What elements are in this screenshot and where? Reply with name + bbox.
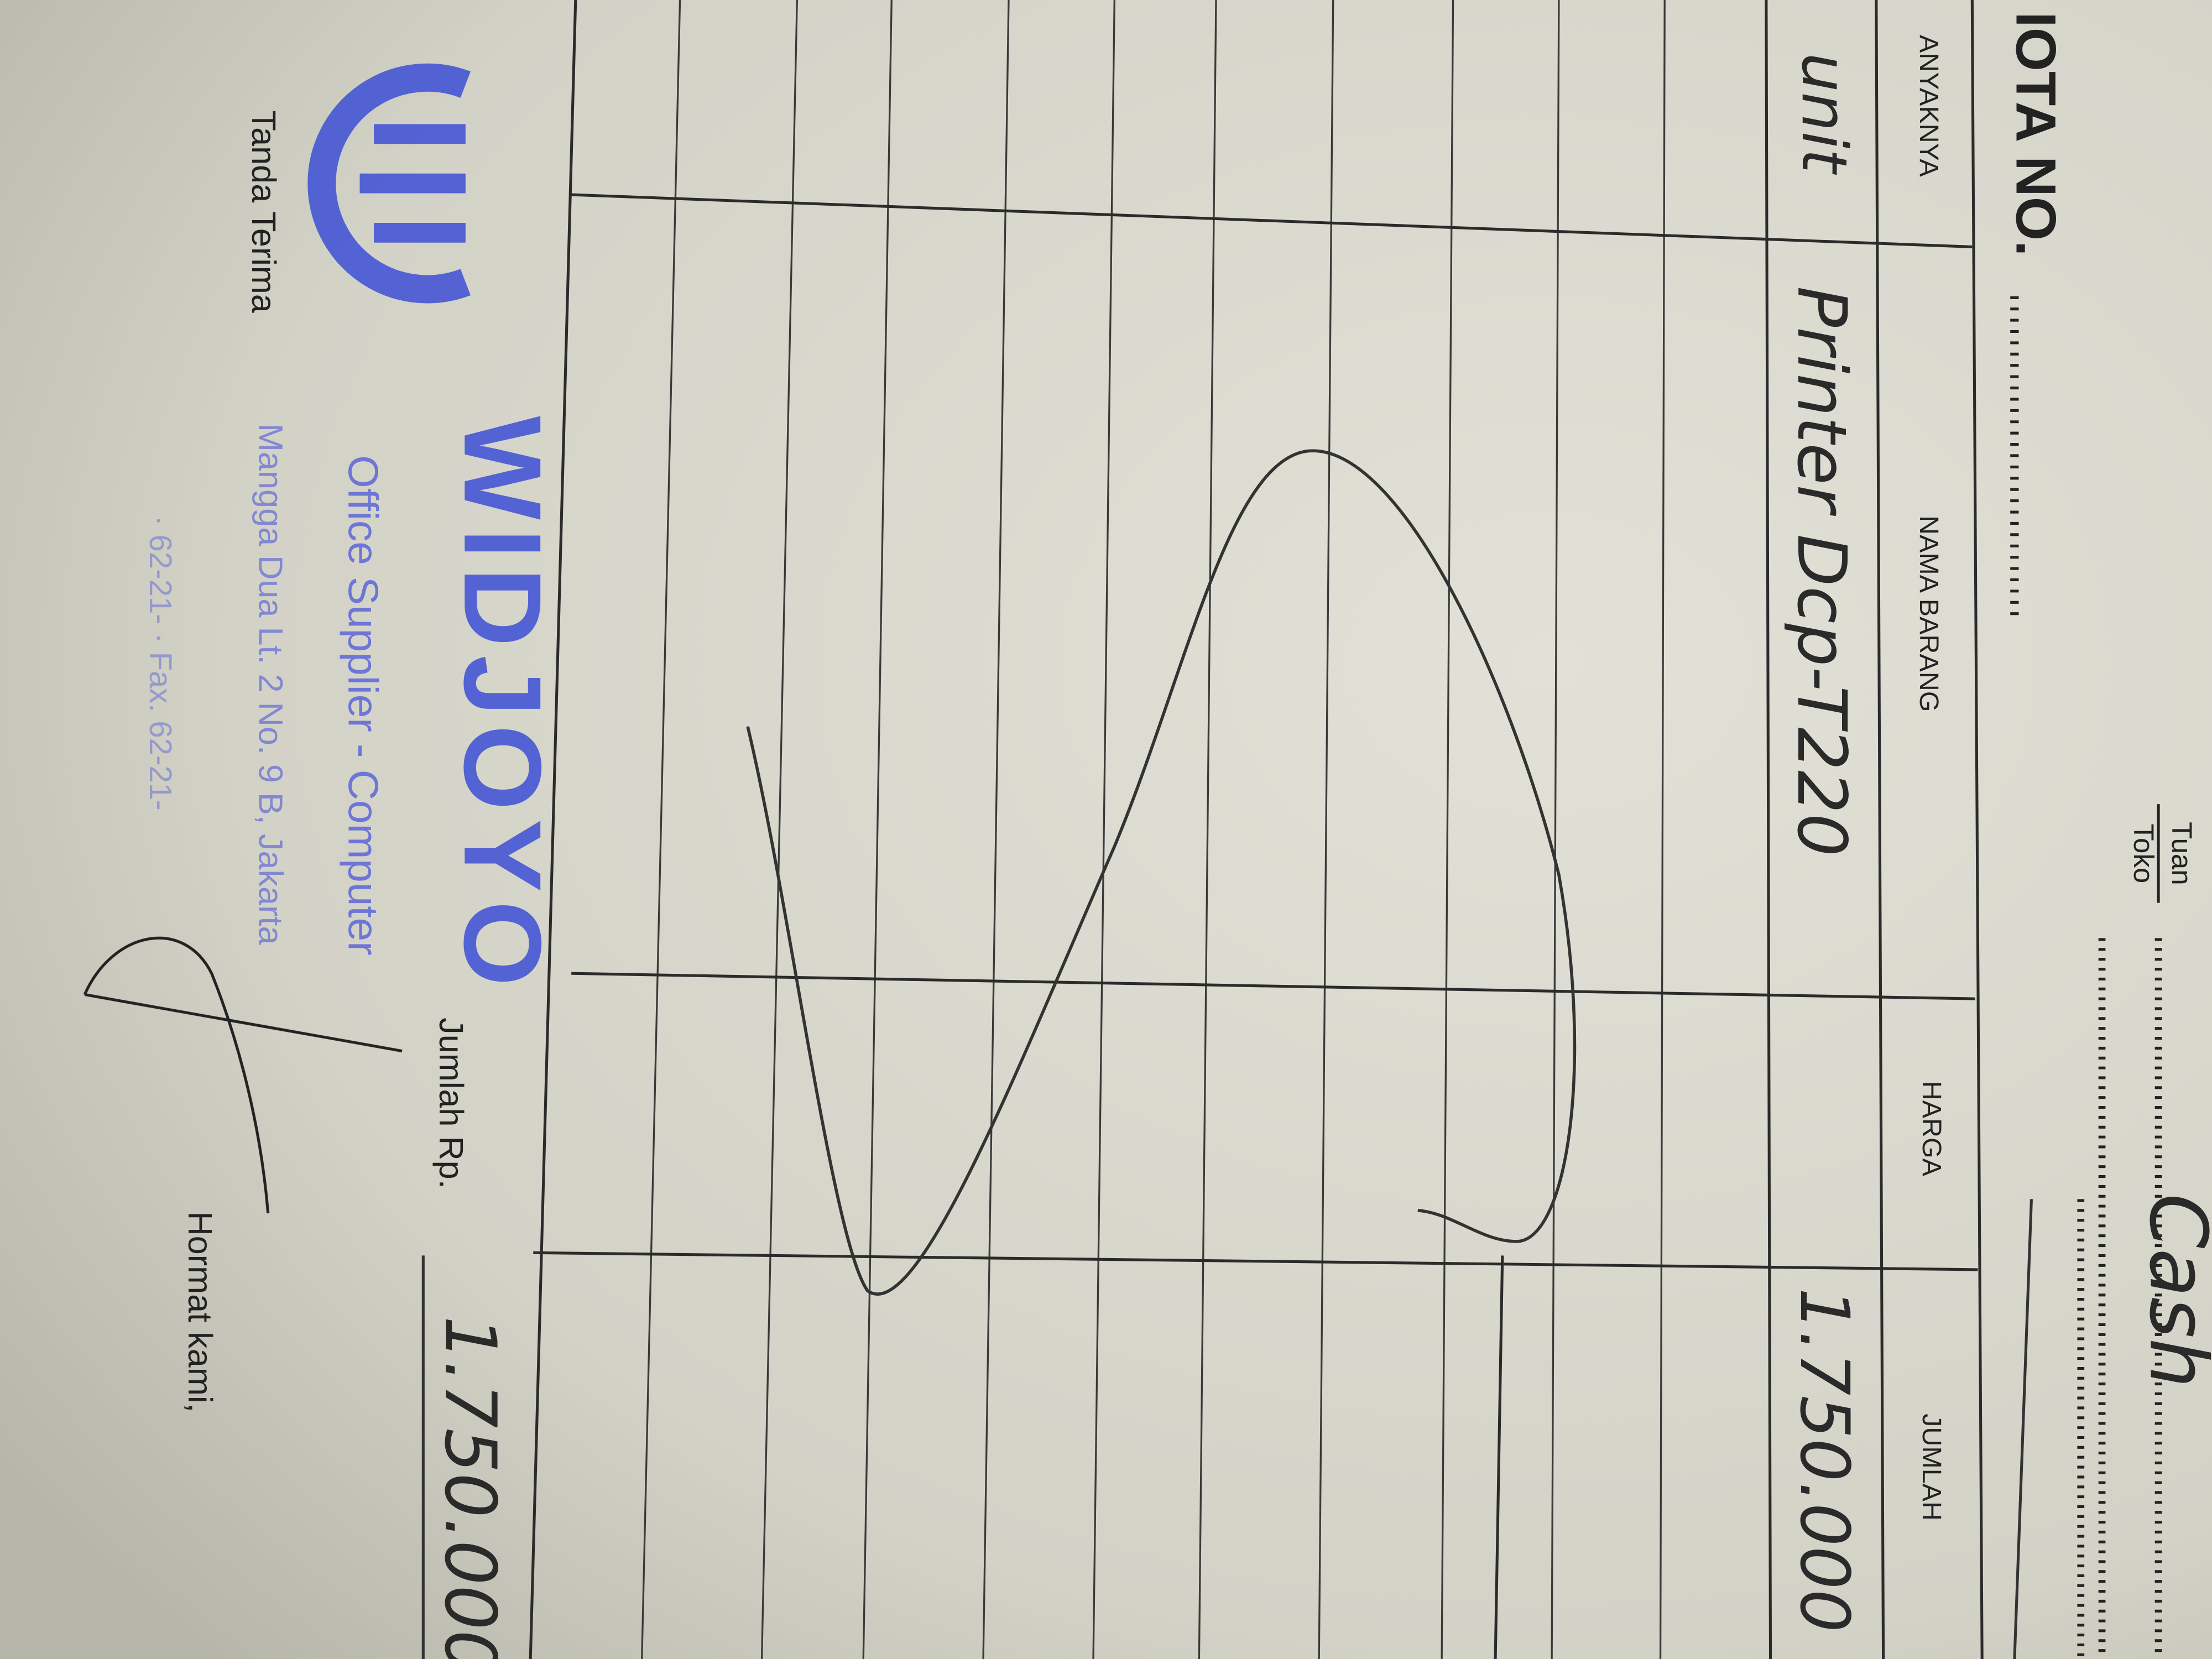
column-header-qty: ANYAKNYA (1914, 35, 1944, 177)
divider (2013, 1199, 2033, 1659)
stamp-company: WIDJOYO (441, 416, 564, 995)
total-value: 1.750.000 (429, 1316, 511, 1659)
receipt-label: Tanda Terima (245, 110, 283, 313)
total-label: Jumlah Rp. (432, 1018, 470, 1189)
toko-label: Toko (2128, 823, 2159, 883)
customer-value: Cash (2132, 1193, 2212, 1388)
table-grid (529, 0, 1984, 1659)
column-header-amount: JUMLAH (1917, 1413, 1947, 1521)
signature (83, 936, 403, 1214)
cross-out-scribble (746, 449, 1577, 1296)
stamp-address: Mangga Dua Lt. 2 No. 9 B, Jakarta (252, 424, 290, 946)
column-header-price: HARGA (1917, 1081, 1947, 1177)
stamp-tagline: Office Supplier - Computer (339, 455, 386, 955)
row-qty: unit (1788, 53, 1860, 175)
tuan-label: Tuan (2166, 822, 2198, 885)
company-logo (307, 63, 471, 304)
stamp-phone: · 62-21- · Fax. 62-21- (143, 515, 178, 810)
row-item: Printer Dcp-T220 (1782, 286, 1861, 856)
nota-number-label: IOTA NO. (2005, 12, 2068, 256)
row-price: 1.750.000 (1785, 1288, 1864, 1632)
row-lines (641, 0, 1666, 1659)
column-lines (533, 193, 1978, 1659)
company-stamp: WIDJOYO Office Supplier - Computer Mangg… (143, 63, 564, 995)
column-header-item: NAMA BARANG (1914, 515, 1944, 712)
regards-label: Hormat kami, (181, 1211, 219, 1412)
table-row: unit Printer Dcp-T220 1.750.000 (1782, 53, 1864, 1632)
